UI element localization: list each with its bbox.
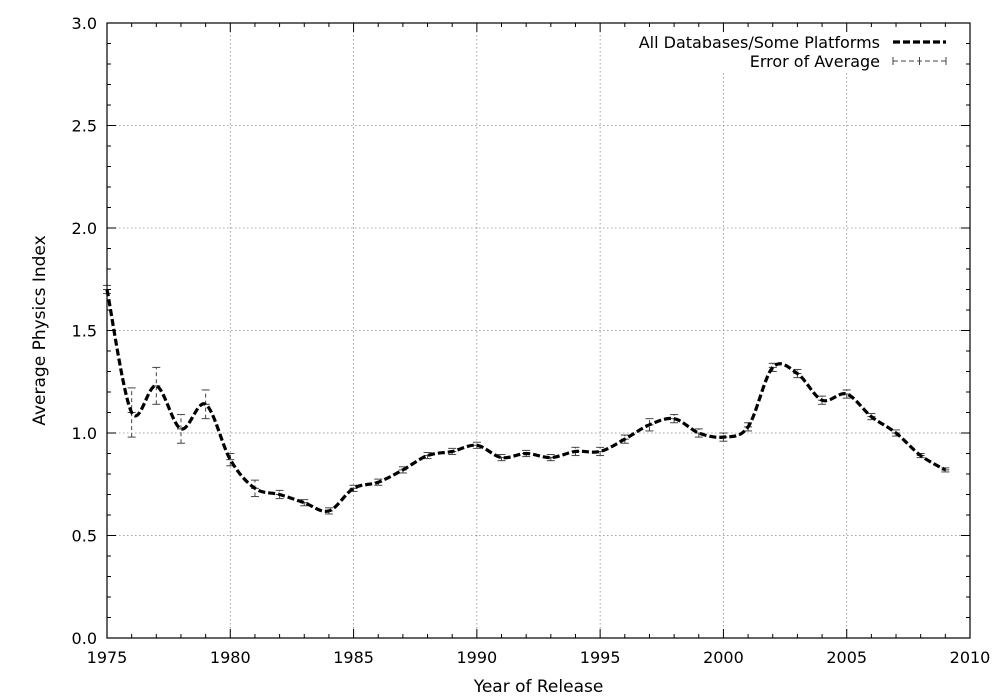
series (105, 289, 947, 513)
axis-ticks (106, 22, 971, 639)
x-tick-label: 1990 (456, 648, 497, 667)
y-tick-label: 2.0 (72, 219, 97, 238)
x-axis-title: Year of Release (473, 677, 604, 697)
y-tick-label: 0.5 (72, 527, 97, 546)
x-tick-label: 1995 (580, 648, 621, 667)
legend: All Databases/Some Platforms Error of Av… (639, 33, 947, 71)
y-tick-label: 2.5 (72, 117, 97, 136)
legend-label-line: All Databases/Some Platforms (639, 33, 880, 52)
x-tick-label: 1975 (87, 648, 128, 667)
y-tick-label: 0.0 (72, 629, 97, 648)
error-bar (176, 414, 185, 444)
tick-labels: 1975 1980 1985 1990 1995 2000 2005 2010 0.0 0.5 1.… (72, 14, 991, 667)
series-line-all-databases (105, 289, 947, 513)
legend-label-error: Error of Average (750, 52, 880, 71)
y-tick-label: 1.0 (72, 424, 97, 443)
x-tick-label: 2000 (703, 648, 744, 667)
y-axis-title: Average Physics Index (30, 235, 50, 425)
legend-swatches (892, 40, 947, 65)
y-tick-label: 1.5 (72, 322, 97, 341)
x-tick-label: 1980 (210, 648, 251, 667)
x-tick-label: 2010 (950, 648, 991, 667)
x-tick-label: 2005 (826, 648, 867, 667)
y-tick-label: 3.0 (72, 14, 97, 33)
x-tick-label: 1985 (333, 648, 374, 667)
grid (107, 23, 970, 638)
